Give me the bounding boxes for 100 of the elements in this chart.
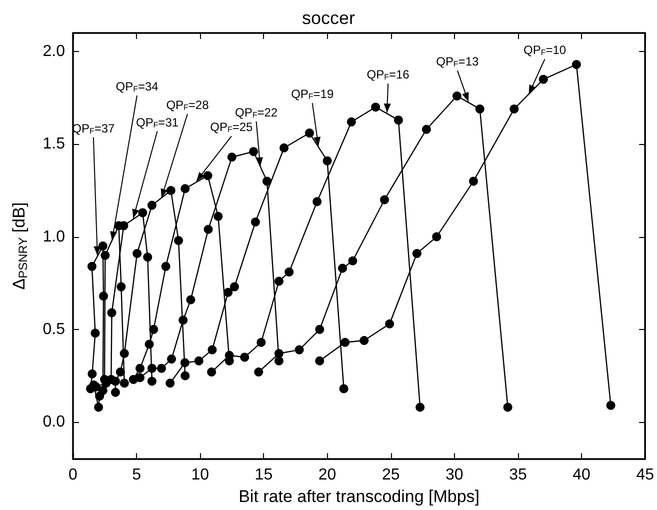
point bbox=[149, 324, 158, 334]
point bbox=[315, 356, 324, 366]
point bbox=[475, 104, 484, 114]
point bbox=[510, 104, 519, 114]
point bbox=[254, 368, 264, 377]
point bbox=[339, 384, 348, 394]
point bbox=[132, 248, 142, 258]
point bbox=[274, 356, 284, 366]
point bbox=[98, 242, 108, 251]
x-tick-label: 45 bbox=[636, 466, 654, 484]
point bbox=[340, 338, 350, 347]
point bbox=[360, 336, 369, 346]
point bbox=[203, 171, 212, 180]
point bbox=[284, 267, 294, 276]
point bbox=[174, 236, 184, 245]
point bbox=[250, 217, 260, 226]
point bbox=[348, 256, 358, 266]
point bbox=[166, 378, 175, 388]
point bbox=[572, 60, 581, 69]
point bbox=[256, 338, 266, 347]
point bbox=[166, 186, 176, 195]
point bbox=[116, 368, 125, 377]
point bbox=[207, 368, 216, 377]
point bbox=[147, 200, 156, 210]
annotation: QPF=22 bbox=[234, 105, 278, 120]
x-tick-label: 20 bbox=[318, 466, 336, 484]
point bbox=[322, 156, 332, 166]
x-axis-title: Bit rate after transcoding [Mbps] bbox=[238, 487, 480, 506]
point bbox=[412, 248, 422, 258]
point bbox=[280, 143, 289, 152]
point bbox=[110, 376, 120, 386]
point bbox=[136, 373, 144, 382]
point bbox=[180, 358, 190, 368]
point bbox=[194, 356, 204, 366]
y-axis-title: ΔPSNRY [dB] bbox=[10, 202, 30, 290]
point bbox=[161, 262, 170, 271]
annotation: QPF=31 bbox=[136, 115, 179, 130]
point bbox=[416, 402, 425, 412]
point bbox=[274, 349, 284, 358]
x-tick-label: 25 bbox=[382, 466, 400, 484]
x-tick-label: 0 bbox=[68, 466, 78, 484]
x-tick-label: 40 bbox=[572, 466, 591, 484]
point bbox=[224, 288, 233, 297]
point bbox=[204, 224, 213, 234]
point bbox=[94, 402, 104, 412]
point bbox=[167, 354, 176, 364]
point bbox=[138, 208, 148, 218]
x-tick-label: 35 bbox=[509, 466, 527, 484]
x-tick-label: 15 bbox=[254, 466, 273, 484]
point bbox=[116, 282, 126, 292]
point bbox=[294, 345, 304, 354]
point bbox=[227, 152, 236, 162]
point bbox=[214, 212, 223, 221]
annotation: QPF=16 bbox=[366, 68, 410, 82]
point bbox=[346, 117, 356, 126]
y-tick-label: 2.0 bbox=[42, 43, 66, 60]
point bbox=[180, 371, 190, 380]
x-tick-label: 10 bbox=[191, 466, 210, 484]
point bbox=[144, 340, 154, 349]
annotation: QPF=13 bbox=[436, 54, 479, 69]
point bbox=[274, 276, 284, 286]
x-tick-label: 30 bbox=[446, 466, 464, 484]
point bbox=[394, 116, 403, 125]
point bbox=[143, 252, 152, 262]
point bbox=[90, 328, 100, 338]
annotation: QPF=28 bbox=[166, 98, 210, 112]
point bbox=[88, 369, 97, 378]
point bbox=[432, 232, 442, 242]
point bbox=[208, 345, 217, 354]
point bbox=[452, 91, 462, 100]
annotation: QPF=34 bbox=[116, 79, 159, 94]
point bbox=[95, 392, 104, 401]
point bbox=[147, 376, 156, 386]
y-tick-label: 0.5 bbox=[42, 320, 66, 338]
chart-title: soccer bbox=[302, 8, 356, 28]
y-tick-label: 0.0 bbox=[42, 414, 66, 431]
point bbox=[110, 388, 120, 397]
point bbox=[538, 74, 548, 84]
point bbox=[422, 124, 431, 134]
point bbox=[186, 295, 196, 304]
point bbox=[107, 308, 116, 318]
annotation: QPF=10 bbox=[523, 43, 566, 58]
point bbox=[249, 147, 258, 156]
point bbox=[87, 262, 96, 271]
point bbox=[380, 195, 389, 204]
y-tick-label: 1.5 bbox=[42, 136, 66, 153]
point bbox=[304, 128, 314, 138]
point bbox=[468, 176, 478, 186]
point bbox=[385, 319, 394, 328]
point bbox=[178, 316, 188, 325]
point bbox=[338, 264, 348, 273]
point bbox=[100, 250, 110, 260]
point bbox=[371, 102, 380, 112]
point bbox=[136, 364, 144, 373]
point bbox=[606, 400, 616, 410]
point bbox=[262, 176, 272, 186]
point bbox=[503, 402, 512, 412]
point bbox=[120, 349, 129, 358]
point bbox=[180, 184, 190, 194]
point bbox=[230, 282, 239, 292]
